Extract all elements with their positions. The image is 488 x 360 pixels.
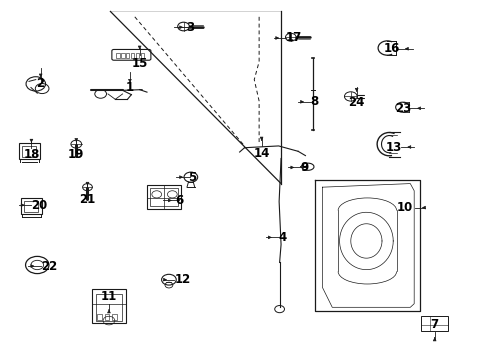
Bar — [116, 53, 120, 58]
Text: 10: 10 — [396, 201, 412, 214]
Text: 17: 17 — [285, 31, 302, 45]
Bar — [150, 188, 177, 206]
Text: 21: 21 — [79, 193, 96, 206]
Text: 3: 3 — [185, 21, 194, 34]
Text: 18: 18 — [23, 148, 40, 161]
Text: 5: 5 — [188, 171, 196, 184]
Text: 19: 19 — [68, 148, 84, 161]
Text: 4: 4 — [278, 231, 286, 244]
Text: 2: 2 — [37, 77, 44, 90]
Text: 13: 13 — [385, 140, 401, 153]
Text: 8: 8 — [309, 95, 317, 108]
Text: 16: 16 — [384, 42, 400, 55]
Text: 11: 11 — [101, 290, 117, 303]
Bar — [141, 53, 144, 58]
Text: 6: 6 — [175, 194, 183, 207]
Text: 22: 22 — [41, 260, 57, 273]
Bar — [147, 185, 181, 209]
Text: 7: 7 — [430, 318, 438, 330]
Text: 9: 9 — [300, 161, 308, 174]
Bar — [21, 198, 41, 214]
Bar — [121, 53, 124, 58]
Bar — [19, 143, 40, 159]
Bar — [136, 53, 139, 58]
Bar — [21, 146, 36, 157]
Text: 1: 1 — [125, 81, 134, 94]
Text: 23: 23 — [395, 102, 411, 115]
Bar — [92, 289, 125, 323]
Text: 20: 20 — [31, 199, 47, 212]
Bar — [23, 201, 38, 212]
Bar — [126, 53, 129, 58]
Bar — [131, 53, 134, 58]
Text: 24: 24 — [348, 96, 364, 109]
Bar — [97, 315, 102, 320]
Bar — [104, 315, 109, 320]
Text: 12: 12 — [174, 273, 191, 286]
Bar — [112, 315, 117, 320]
Text: 15: 15 — [131, 57, 147, 70]
Bar — [420, 316, 447, 330]
Bar — [96, 294, 122, 321]
Text: 14: 14 — [253, 147, 269, 159]
